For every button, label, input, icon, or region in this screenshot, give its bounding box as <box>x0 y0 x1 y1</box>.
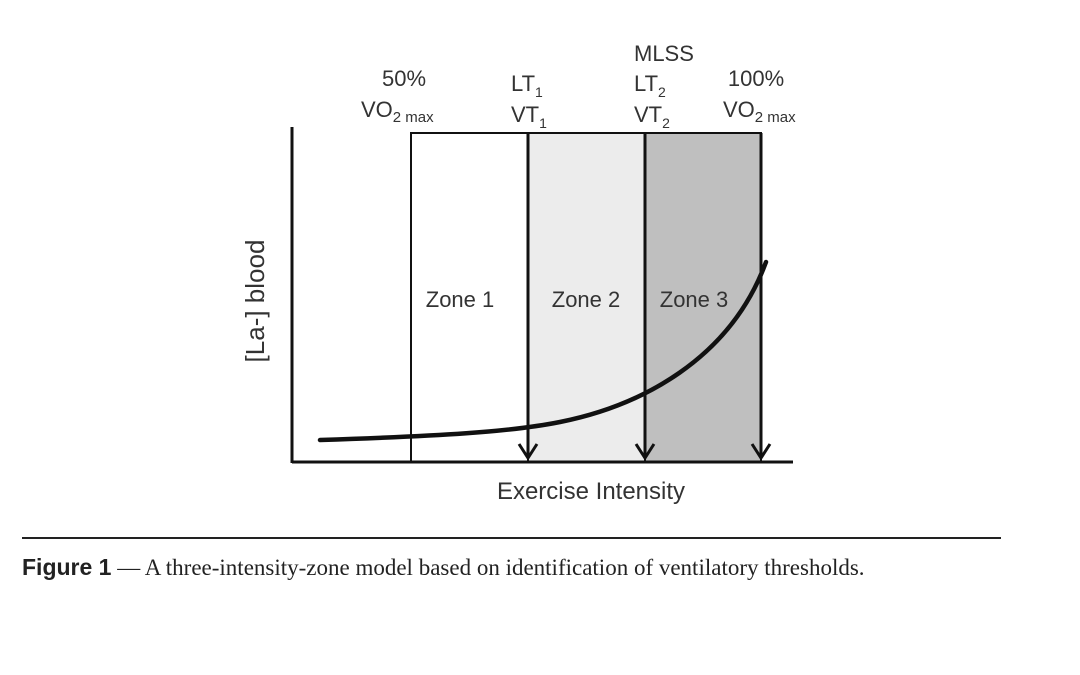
vo2-50-symbol: VO2 max <box>361 97 434 126</box>
caption-divider <box>22 537 1001 539</box>
zone-2-area <box>527 132 646 463</box>
vt1-label: VT1 <box>511 102 547 131</box>
vo2-100-symbol: VO2 max <box>723 97 796 126</box>
y-axis-label: [La-] blood <box>240 240 270 363</box>
lactate-curve <box>317 259 769 443</box>
mlss-label: MLSS <box>634 41 694 66</box>
zone-2-label: Zone 2 <box>552 287 621 312</box>
figure-caption-text: — A three-intensity-zone model based on … <box>111 555 865 580</box>
zone-1-area <box>410 132 529 463</box>
vo2-50-percent-label: 50% <box>382 66 426 91</box>
lt1-label: LT1 <box>511 71 543 100</box>
lt2-label: LT2 <box>634 71 666 100</box>
figure-label: Figure 1 <box>22 554 112 580</box>
vt2-label: VT2 <box>634 102 670 131</box>
figure-caption: Figure 1 — A three-intensity-zone model … <box>22 552 1062 583</box>
lt1-arrow <box>517 133 539 461</box>
three-zone-diagram: Zone 1 Zone 2 Zone 3 [La-] blood Exercis… <box>240 41 796 505</box>
zone-3-area <box>644 132 762 463</box>
zone-3-label: Zone 3 <box>660 287 729 312</box>
vo2max-arrow <box>750 133 772 461</box>
vo2-100-percent-label: 100% <box>728 66 784 91</box>
lt2-arrow <box>634 133 656 461</box>
zone-1-label: Zone 1 <box>426 287 495 312</box>
x-axis-label: Exercise Intensity <box>497 478 685 505</box>
